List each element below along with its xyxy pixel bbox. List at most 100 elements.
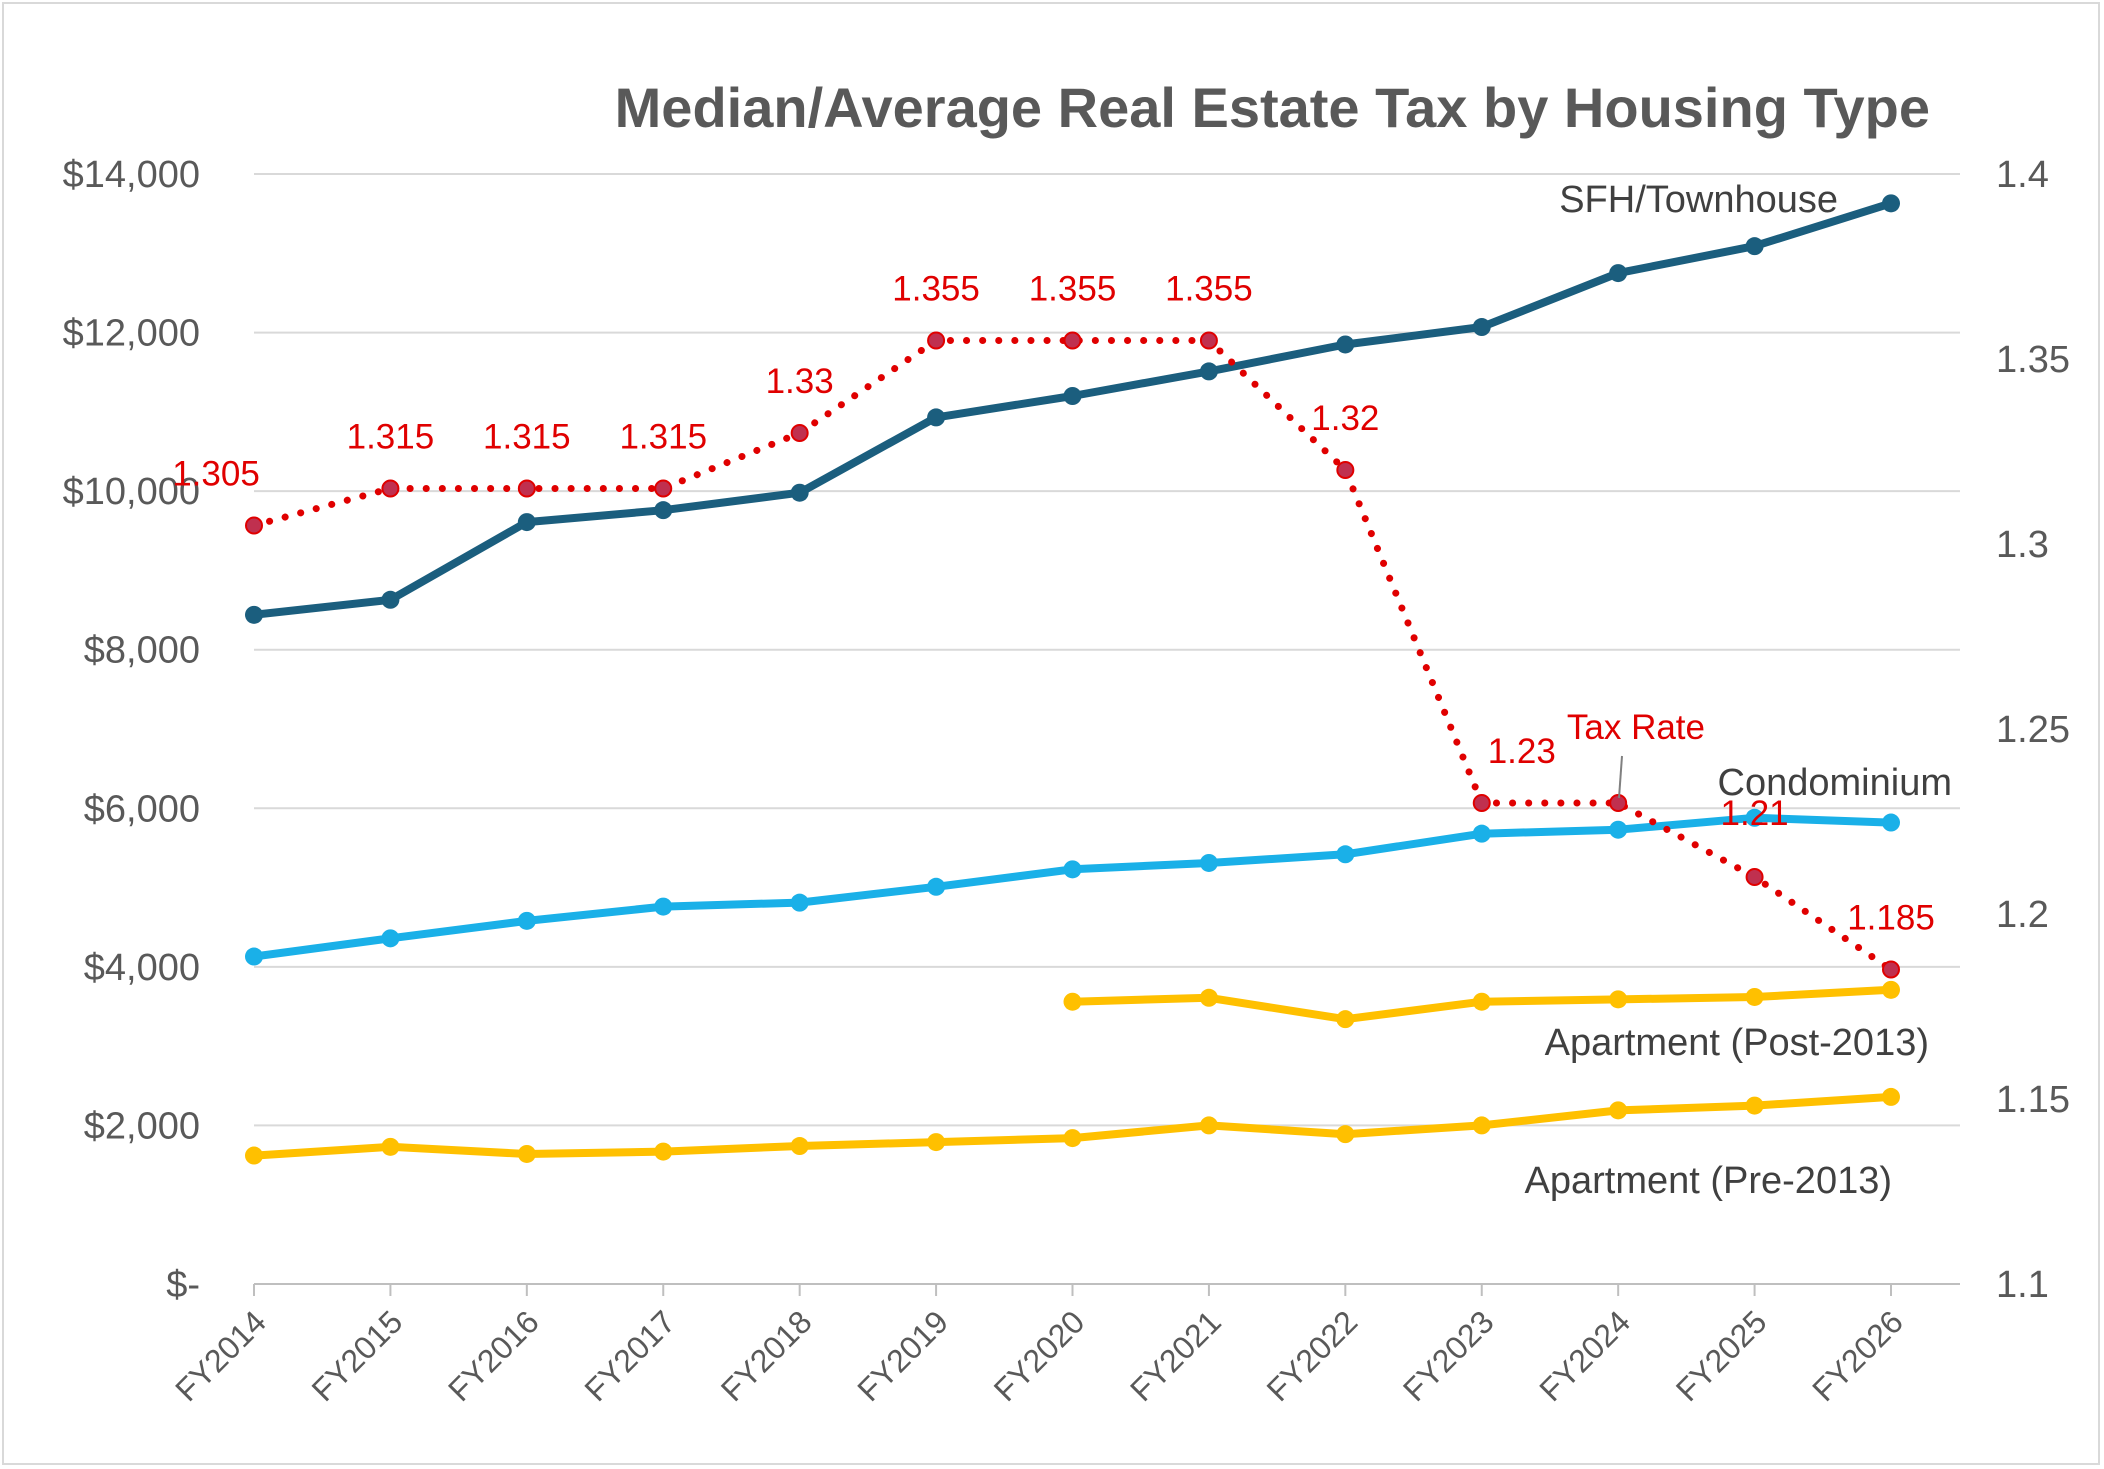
data-point (927, 877, 946, 896)
data-point (790, 424, 809, 442)
data-point (1745, 808, 1764, 827)
data-point (1882, 1087, 1900, 1106)
data-point (1472, 794, 1491, 812)
series-line (250, 813, 1895, 961)
data-point (654, 897, 673, 916)
data-point (245, 516, 263, 535)
data-point (1882, 980, 1900, 999)
data-point (517, 1144, 536, 1163)
x-tick-label: FY2015 (305, 1303, 410, 1408)
data-point (1063, 387, 1082, 405)
x-tick-label: FY2019 (850, 1303, 955, 1408)
series-apartment-pre-2013- (245, 1087, 1900, 1165)
series-name-label: Tax Rate (1567, 708, 1705, 747)
grid-lines (254, 173, 1960, 1127)
data-point (927, 408, 946, 427)
y-left-tick-label: $8,000 (84, 630, 200, 672)
y-left-tick-label: $- (166, 1264, 200, 1306)
series-name-label: SFH/Townhouse (1559, 179, 1838, 221)
leader-line (1618, 755, 1623, 799)
data-point (1199, 331, 1218, 350)
series-line (250, 199, 1895, 619)
y-left-tick-label: $4,000 (84, 947, 200, 989)
data-point (1609, 1101, 1628, 1120)
data-point (245, 605, 263, 624)
y-left-tick-label: $14,000 (63, 154, 200, 196)
data-point (1609, 794, 1628, 812)
series-name-label: Apartment (Pre-2013) (1525, 1160, 1893, 1202)
tax-rate-data-label: 1.315 (347, 418, 435, 457)
series-name-label: Apartment (Post-2013) (1545, 1022, 1929, 1064)
data-point (790, 483, 809, 502)
data-point (1336, 335, 1355, 354)
tax-rate-data-label: 1.185 (1847, 899, 1935, 938)
data-point (1882, 813, 1900, 832)
data-point (381, 590, 400, 609)
data-point (1199, 853, 1218, 872)
data-point (1336, 1125, 1355, 1144)
data-point (245, 1146, 263, 1165)
data-point (381, 479, 400, 498)
tax-rate-data-label: 1.21 (1721, 794, 1789, 833)
data-point (654, 1142, 673, 1161)
data-point (1882, 194, 1900, 213)
data-point (1745, 868, 1764, 886)
y-left-tick-label: $10,000 (63, 471, 200, 513)
data-point (927, 331, 946, 350)
y-right-tick-label: 1.25 (1996, 709, 2070, 751)
tax-rate-data-label: 1.355 (892, 270, 980, 309)
data-point (1063, 331, 1082, 350)
y-right-tick-label: 1.2 (1996, 894, 2049, 936)
x-tick-label: FY2017 (577, 1303, 682, 1408)
data-point (654, 479, 673, 498)
x-tick-label: FY2020 (987, 1303, 1092, 1408)
line-chart: Median/Average Real Estate Tax by Housin… (63, 76, 2070, 1408)
data-point (1199, 362, 1218, 381)
x-tick-label: FY2021 (1123, 1303, 1228, 1408)
series-tax-rate (245, 331, 1900, 979)
data-point (1609, 990, 1628, 1009)
x-tick-label: FY2018 (714, 1303, 819, 1408)
y-left-tick-label: $6,000 (84, 788, 200, 830)
data-point (1472, 1116, 1491, 1135)
data-point (1063, 992, 1082, 1011)
x-tick-label: FY2024 (1532, 1303, 1637, 1408)
data-point (517, 513, 536, 532)
y-left-tick-label: $12,000 (63, 313, 200, 355)
data-labels: SFH/Townhouse Condominium Apartment (Post-… (172, 179, 1952, 1202)
y-right-tick-label: 1.1 (1996, 1264, 2049, 1306)
tax-rate-data-label: 1.33 (766, 362, 834, 401)
data-point (1199, 1116, 1218, 1135)
x-tick-label: FY2023 (1396, 1303, 1501, 1408)
data-point (517, 911, 536, 930)
data-point (245, 947, 263, 966)
data-point (1609, 820, 1628, 839)
y-right-tick-label: 1.15 (1996, 1079, 2070, 1121)
data-point (1472, 824, 1491, 843)
series-sfh-townhouse (245, 194, 1900, 624)
y-right-tick-label: 1.3 (1996, 524, 2049, 566)
data-point (517, 479, 536, 498)
chart-title: Median/Average Real Estate Tax by Housin… (615, 76, 1930, 139)
data-point (1472, 992, 1491, 1011)
tax-rate-data-label: 1.355 (1029, 270, 1117, 309)
data-point (1336, 461, 1355, 479)
data-point (790, 893, 809, 912)
x-tick-label: FY2026 (1805, 1303, 1910, 1408)
y-left-tick-label: $2,000 (84, 1105, 200, 1147)
tax-rate-data-label: 1.23 (1488, 732, 1556, 771)
series-lines (245, 194, 1900, 1165)
tax-rate-data-label: 1.32 (1311, 399, 1379, 438)
data-point (1336, 1010, 1355, 1029)
data-point (1745, 987, 1764, 1006)
data-point (654, 501, 673, 520)
data-point (790, 1137, 809, 1156)
tax-rate-data-label: 1.315 (619, 418, 707, 457)
data-point (1745, 237, 1764, 256)
tax-rate-data-label: 1.355 (1165, 270, 1253, 309)
data-point (1336, 845, 1355, 864)
tax-rate-data-label: 1.305 (172, 455, 260, 494)
data-point (381, 929, 400, 948)
data-point (1745, 1096, 1764, 1115)
data-point (1882, 960, 1900, 979)
